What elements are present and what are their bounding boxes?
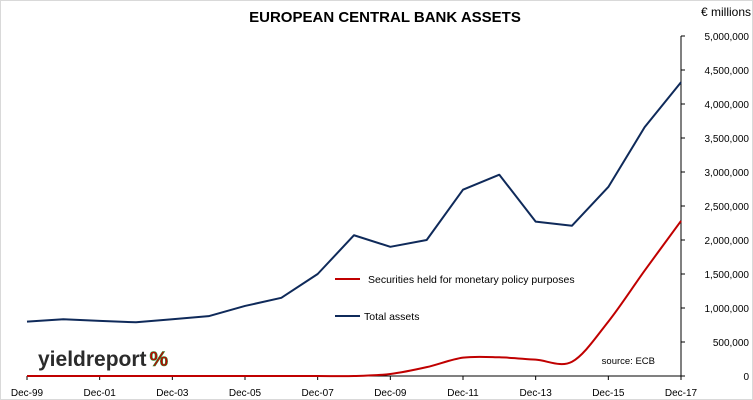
x-tick-label: Dec-99 (11, 388, 44, 399)
x-tick-label: Dec-03 (156, 388, 189, 399)
legend-label-total-assets: Total assets (364, 311, 419, 323)
x-tick-label: Dec-15 (592, 388, 625, 399)
series-layer (26, 81, 682, 378)
legend-label-securities: Securities held for monetary policy purp… (368, 274, 575, 286)
y-tick-label: 2,500,000 (705, 202, 750, 213)
x-tick-label: Dec-11 (447, 388, 479, 399)
x-axis-tick-labels: Dec-99 Dec-01 Dec-03 Dec-05 Dec-07 Dec-09 Dec-… (11, 376, 698, 399)
series-total-assets-line (26, 81, 682, 324)
y-tick-label: 3,000,000 (705, 168, 750, 179)
y-tick-label: 2,000,000 (705, 236, 750, 247)
y-tick-label: 5,000,000 (705, 32, 750, 43)
series-securities-line (27, 220, 682, 378)
x-tick-label: Dec-17 (665, 388, 698, 399)
y-tick-label: 3,500,000 (705, 134, 750, 145)
y-axis-unit-label: € millions (701, 5, 751, 19)
y-tick-label: 4,000,000 (705, 100, 750, 111)
yieldreport-logo: yieldreport% (38, 348, 169, 372)
y-tick-label: 500,000 (713, 338, 750, 349)
logo-wordmark: yieldreport% (38, 348, 169, 371)
y-axis-tick-labels: 0 500,000 1,000,000 1,500,000 2,000,000 2,500… (681, 32, 749, 383)
logo-text: yieldreport (38, 348, 147, 371)
legend: Securities held for monetary policy purp… (335, 274, 575, 323)
y-tick-label: 1,500,000 (705, 270, 750, 281)
y-tick-label: 1,000,000 (705, 304, 750, 315)
y-tick-label: 4,500,000 (705, 66, 750, 77)
chart-title: EUROPEAN CENTRAL BANK ASSETS (249, 9, 521, 26)
x-tick-label: Dec-05 (229, 388, 262, 399)
x-tick-label: Dec-13 (520, 388, 553, 399)
logo-percent-icon: % (150, 348, 169, 371)
x-tick-label: Dec-07 (302, 388, 335, 399)
y-tick-label: 0 (743, 372, 749, 383)
x-tick-label: Dec-09 (374, 388, 407, 399)
source-note: source: ECB (602, 356, 655, 367)
x-tick-label: Dec-01 (84, 388, 117, 399)
